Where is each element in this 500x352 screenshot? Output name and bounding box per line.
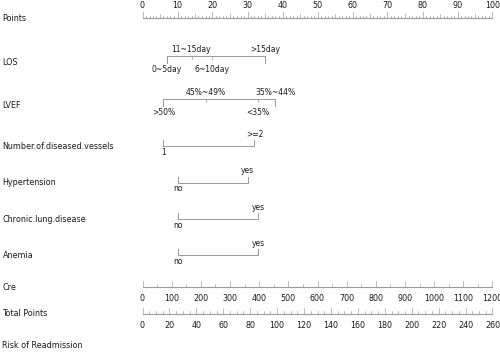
Text: >50%: >50%: [152, 107, 175, 117]
Text: 120: 120: [296, 321, 312, 330]
Text: yes: yes: [241, 166, 254, 175]
Text: 1000: 1000: [424, 295, 444, 303]
Text: Total Points: Total Points: [2, 309, 48, 318]
Text: 100: 100: [270, 321, 284, 330]
Text: 6~10day: 6~10day: [195, 64, 230, 74]
Text: 20: 20: [164, 321, 174, 330]
Text: 400: 400: [252, 295, 266, 303]
Text: yes: yes: [252, 203, 264, 212]
Text: >15day: >15day: [250, 45, 280, 54]
Text: 300: 300: [222, 295, 238, 303]
Text: 0: 0: [140, 295, 145, 303]
Text: 100: 100: [164, 295, 179, 303]
Text: 70: 70: [382, 1, 392, 10]
Text: 40: 40: [192, 321, 202, 330]
Text: 90: 90: [452, 1, 462, 10]
Text: 45%~49%: 45%~49%: [186, 88, 226, 97]
Text: 220: 220: [431, 321, 446, 330]
Text: 50: 50: [312, 1, 322, 10]
Text: no: no: [173, 184, 182, 193]
Text: 1: 1: [161, 148, 166, 157]
Text: 80: 80: [418, 1, 428, 10]
Text: >=2: >=2: [246, 130, 263, 139]
Text: Points: Points: [2, 14, 26, 23]
Text: no: no: [173, 257, 182, 266]
Text: 30: 30: [242, 1, 252, 10]
Text: 60: 60: [218, 321, 228, 330]
Text: Chronic.lung.disease: Chronic.lung.disease: [2, 214, 86, 224]
Text: 160: 160: [350, 321, 366, 330]
Text: 700: 700: [339, 295, 354, 303]
Text: 80: 80: [245, 321, 255, 330]
Text: Hypertension: Hypertension: [2, 178, 56, 187]
Text: Number.of.diseased.vessels: Number.of.diseased.vessels: [2, 142, 114, 151]
Text: no: no: [173, 221, 182, 230]
Text: 200: 200: [194, 295, 208, 303]
Text: 20: 20: [208, 1, 218, 10]
Text: 11~15day: 11~15day: [172, 45, 211, 54]
Text: 800: 800: [368, 295, 384, 303]
Text: 140: 140: [324, 321, 338, 330]
Text: 0: 0: [140, 1, 145, 10]
Text: Risk of Readmission: Risk of Readmission: [2, 341, 83, 350]
Text: 1200: 1200: [482, 295, 500, 303]
Text: 500: 500: [281, 295, 296, 303]
Text: 240: 240: [458, 321, 473, 330]
Text: 260: 260: [485, 321, 500, 330]
Text: 1100: 1100: [454, 295, 473, 303]
Text: 180: 180: [378, 321, 392, 330]
Text: LOS: LOS: [2, 58, 18, 67]
Text: 900: 900: [398, 295, 412, 303]
Text: 200: 200: [404, 321, 419, 330]
Text: 100: 100: [485, 1, 500, 10]
Text: 0~5day: 0~5day: [152, 64, 182, 74]
Text: Cre: Cre: [2, 283, 16, 292]
Text: yes: yes: [252, 239, 264, 248]
Text: 0: 0: [140, 321, 145, 330]
Text: 35%~44%: 35%~44%: [256, 88, 296, 97]
Text: 60: 60: [348, 1, 358, 10]
Text: LVEF: LVEF: [2, 101, 21, 111]
Text: Anemia: Anemia: [2, 251, 33, 260]
Text: 600: 600: [310, 295, 325, 303]
Text: <35%: <35%: [246, 107, 270, 117]
Text: 40: 40: [278, 1, 287, 10]
Text: 10: 10: [172, 1, 182, 10]
